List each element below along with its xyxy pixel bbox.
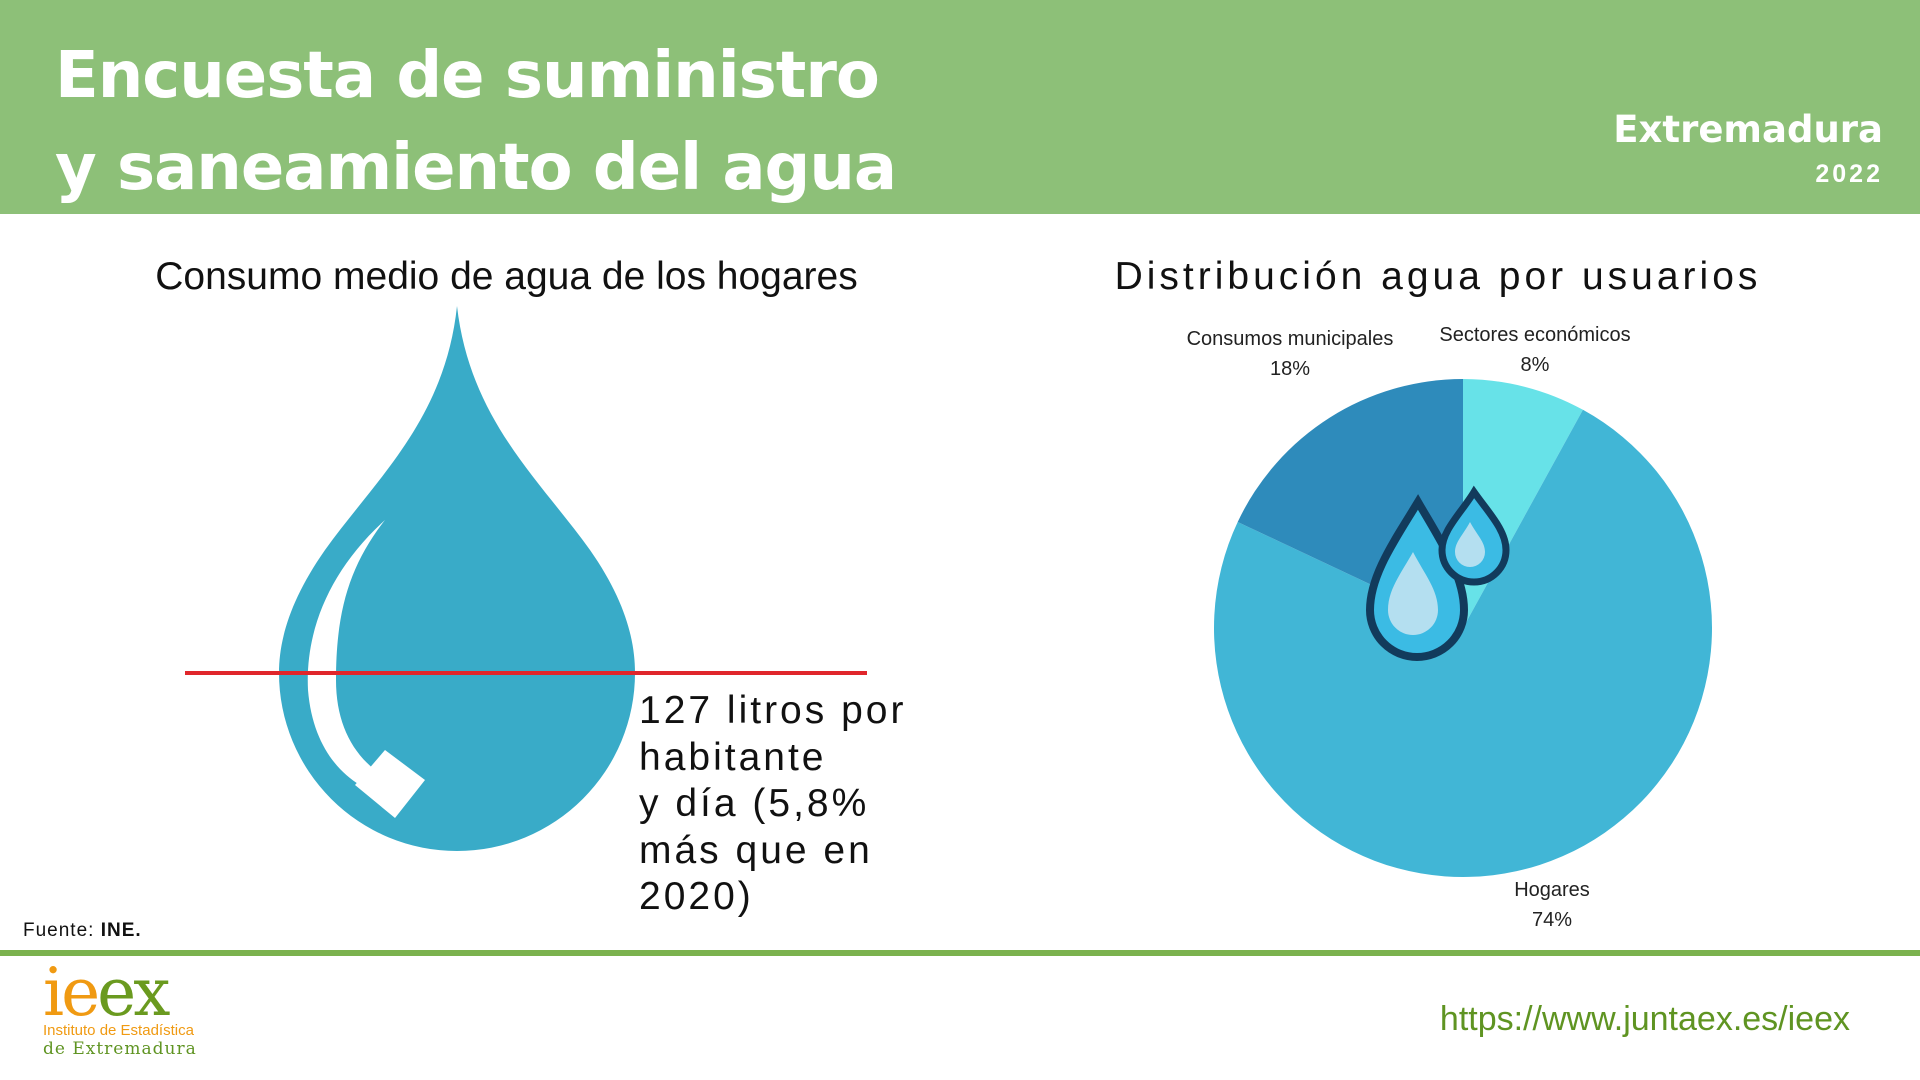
slice-value: 8% [1520,354,1550,376]
water-drop-icon [279,306,635,851]
page-title: Encuesta de suministro y saneamiento del… [55,30,897,214]
stat-line: 127 litros por [639,689,907,732]
stat-line: más que en [639,828,873,872]
stat-line: 2020) [639,875,754,918]
header: Encuesta de suministro y saneamiento del… [0,0,1920,214]
pie-label-hogares: Hogares 74% [1452,875,1652,935]
ieex-logo: ieex Instituto de Estadística de Extrema… [43,954,197,1060]
source-value: INE. [100,920,142,941]
source-note: Fuente: INE. [23,920,142,942]
slice-label: Sectores económicos [1439,324,1631,346]
pie-slice-hogares [1214,409,1712,877]
logo-line-2: de Extremadura [43,1039,197,1059]
logo-line-1: Instituto de Estadística [43,1022,194,1039]
footer-divider [0,950,1920,956]
pie-label-sectores: Sectores económicos 8% [1395,320,1675,380]
title-line-2: y saneamiento del agua [55,131,897,205]
source-label: Fuente: [23,920,95,941]
slice-value: 74% [1531,909,1573,931]
slice-label: Hogares [1514,879,1590,901]
stat-line: habitante [639,735,827,779]
title-line-1: Encuesta de suministro [55,39,880,113]
consumption-stat: 127 litros por habitante y día (5,8% más… [639,688,969,921]
water-drops-icon [1365,485,1510,661]
slice-label: Consumos municipales [1186,328,1394,350]
distribution-title: Distribución agua por usuarios [1114,255,1762,298]
pie-label-municipales: Consumos municipales 18% [1150,324,1430,384]
stat-line: y día (5,8% [639,782,870,825]
slice-value: 18% [1269,358,1311,380]
region-label: Extremadura [1613,108,1883,151]
website-link[interactable]: https://www.juntaex.es/ieex [1439,1000,1850,1038]
consumption-title: Consumo medio de agua de los hogares [155,255,858,298]
logo-mark: ieex [43,954,170,1031]
year-label: 2022 [1815,160,1883,188]
